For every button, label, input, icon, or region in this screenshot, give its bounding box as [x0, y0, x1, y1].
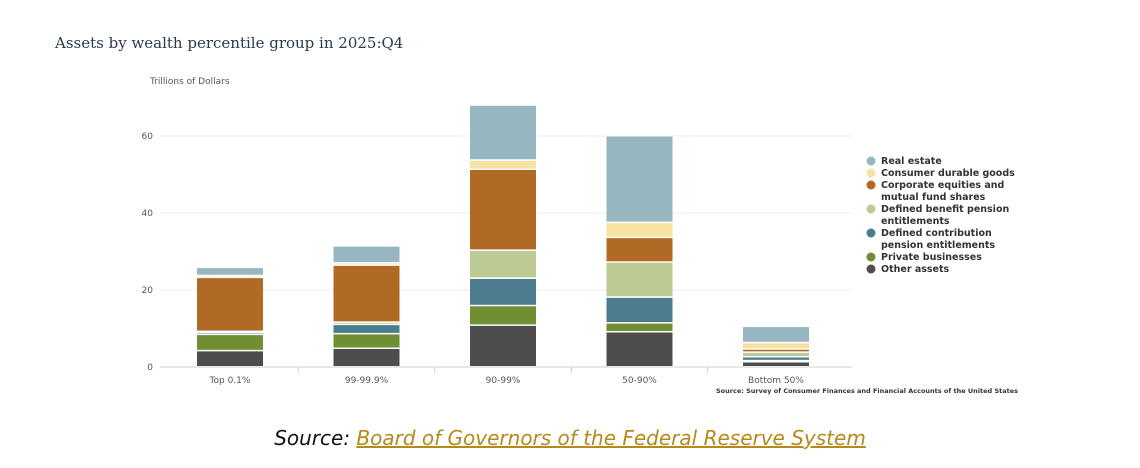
bar-segment — [333, 348, 400, 366]
bar-segment — [470, 325, 536, 366]
bar-segment — [606, 237, 673, 262]
x-tick-label: 99-99.9% — [345, 376, 389, 386]
bar-segment — [333, 263, 400, 265]
legend-swatch — [866, 180, 876, 190]
bar-segment — [606, 136, 673, 222]
bar-segment — [470, 250, 536, 278]
legend-label: Consumer durable goods — [881, 168, 1015, 179]
legend-label: mutual fund shares — [881, 192, 986, 203]
y-tick-label: 40 — [142, 209, 154, 219]
legend-swatch — [866, 252, 876, 262]
legend-label: Corporate equities and — [881, 180, 1004, 191]
bar-segment — [743, 349, 809, 352]
legend-label: Defined benefit pension — [881, 204, 1009, 215]
y-tick-label: 0 — [147, 363, 153, 373]
source-note: Source: Survey of Consumer Finances and … — [716, 387, 1018, 395]
bar-segment — [333, 265, 400, 322]
caption: Source: Board of Governors of the Federa… — [0, 426, 1140, 450]
chart-title: Assets by wealth percentile group in 202… — [55, 34, 404, 52]
legend-swatch — [866, 228, 876, 238]
bar-segment — [197, 267, 263, 275]
bar-segment — [743, 342, 809, 349]
y-axis-label: Trillions of Dollars — [149, 77, 230, 87]
y-tick-label: 20 — [142, 286, 154, 296]
bar-segment — [333, 324, 400, 333]
legend-label: Other assets — [881, 264, 950, 275]
bar-segment — [743, 326, 809, 342]
bar-segment — [606, 262, 673, 297]
bar-segment — [197, 350, 263, 366]
x-tick-label: 50-90% — [622, 376, 657, 386]
y-tick-label: 60 — [142, 132, 154, 142]
legend-label: Real estate — [881, 156, 942, 167]
bar-segment — [333, 333, 400, 348]
bar-segment — [743, 361, 809, 366]
axis-layer: 0 20 40 60 Top 0.1% 99-99.9% 90-99% 50-90% Botto… — [142, 132, 805, 386]
caption-prefix: Source: — [274, 426, 357, 450]
bar-segment — [470, 160, 536, 169]
bar-segment — [333, 246, 400, 263]
bar-segment — [470, 169, 536, 250]
legend-swatch — [866, 204, 876, 214]
bars-layer — [197, 104, 809, 366]
legend-label: entitlements — [881, 216, 950, 227]
bar-segment — [606, 222, 673, 237]
bar-segment — [606, 323, 673, 331]
bar-segment — [606, 331, 673, 366]
bar-segment — [743, 356, 809, 360]
x-tick-label: Top 0.1% — [209, 376, 251, 386]
legend-swatch — [866, 168, 876, 178]
bar-segment — [470, 105, 536, 160]
bar-segment — [333, 322, 400, 324]
x-tick-label: Bottom 50% — [748, 376, 804, 386]
bar-segment — [470, 278, 536, 305]
legend-swatch — [866, 156, 876, 166]
bar-segment — [743, 352, 809, 356]
legend-label: pension entitlements — [881, 240, 995, 251]
bar-segment — [197, 277, 263, 331]
legend-label: Defined contribution — [881, 228, 992, 239]
legend-swatch — [866, 264, 876, 274]
source-link[interactable]: Board of Governors of the Federal Reserv… — [356, 426, 866, 450]
bar-segment — [470, 305, 536, 325]
bar-segment — [197, 334, 263, 350]
legend-label: Private businesses — [881, 252, 982, 263]
bar-segment — [606, 297, 673, 323]
x-tick-label: 90-99% — [486, 376, 521, 386]
